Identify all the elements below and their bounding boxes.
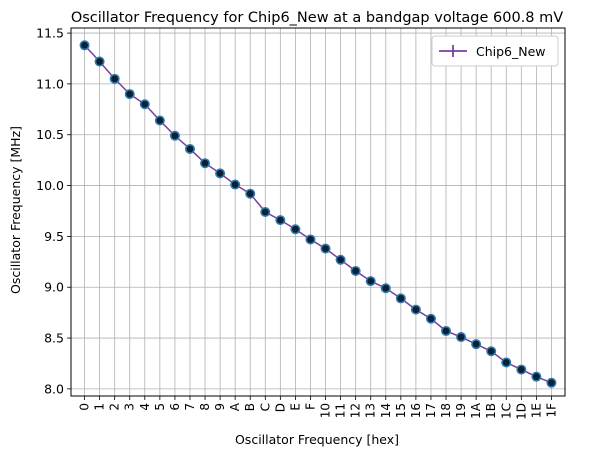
x-tick-label: C bbox=[258, 403, 272, 411]
data-point bbox=[290, 224, 301, 235]
data-point bbox=[365, 276, 376, 287]
data-point bbox=[441, 325, 452, 336]
y-tick-label: 11.5 bbox=[36, 26, 64, 41]
data-point bbox=[124, 89, 135, 100]
data-point bbox=[395, 293, 406, 304]
data-point bbox=[184, 143, 195, 154]
data-point bbox=[410, 304, 421, 315]
data-point bbox=[516, 364, 527, 375]
x-tick-label: 16 bbox=[409, 403, 423, 418]
x-tick-label: 18 bbox=[439, 403, 453, 418]
x-tick-label: D bbox=[273, 403, 287, 412]
y-axis-label: Oscillator Frequency [MHz] bbox=[8, 126, 23, 294]
x-tick-label: 1E bbox=[529, 403, 543, 418]
data-point bbox=[456, 332, 467, 343]
legend-label-chip6-new: Chip6_New bbox=[476, 44, 546, 59]
x-axis-label: Oscillator Frequency [hex] bbox=[235, 432, 399, 447]
x-tick-label: E bbox=[288, 403, 302, 411]
x-tick-label: 3 bbox=[123, 403, 137, 411]
x-tick-label: 1F bbox=[544, 403, 558, 418]
data-point bbox=[471, 339, 482, 350]
x-tick-label: 10 bbox=[319, 403, 333, 418]
data-point bbox=[380, 283, 391, 294]
x-axis-ticks: 0 1 2 3 4 5 6 7 8 9 A B C D E F 10 11 12 13 14 15 16 17 18 19 1A 1B… bbox=[78, 396, 558, 420]
data-point bbox=[94, 56, 105, 67]
data-point bbox=[531, 371, 542, 382]
y-axis-ticks: 8.0 8.5 9.0 9.5 10.0 10.5 11.0 11.5 bbox=[36, 26, 71, 396]
data-point bbox=[305, 234, 316, 245]
data-point bbox=[79, 40, 90, 51]
y-tick-label: 8.5 bbox=[44, 331, 64, 346]
data-point bbox=[275, 215, 286, 226]
x-tick-label: 19 bbox=[454, 403, 468, 418]
y-tick-label: 10.5 bbox=[36, 127, 64, 142]
x-tick-label: 14 bbox=[379, 403, 393, 418]
x-tick-label: 8 bbox=[198, 403, 212, 411]
data-point bbox=[320, 243, 331, 254]
x-tick-label: 5 bbox=[153, 403, 167, 411]
x-tick-label: 17 bbox=[424, 403, 438, 418]
x-tick-label: 0 bbox=[78, 403, 92, 411]
series-layer bbox=[79, 40, 557, 388]
x-tick-label: 4 bbox=[138, 403, 152, 411]
legend-box bbox=[431, 35, 559, 67]
x-tick-label: 12 bbox=[349, 403, 363, 418]
x-tick-label: 7 bbox=[183, 403, 197, 411]
data-point bbox=[139, 99, 150, 110]
y-tick-label: 9.0 bbox=[44, 280, 64, 295]
axes-frame bbox=[70, 27, 566, 397]
y-tick-label: 9.5 bbox=[44, 229, 64, 244]
x-tick-label: 13 bbox=[364, 403, 378, 418]
x-tick-label: B bbox=[243, 403, 257, 411]
x-tick-label: 1 bbox=[93, 403, 107, 411]
data-point bbox=[169, 130, 180, 141]
x-tick-label: 1A bbox=[469, 402, 483, 419]
y-tick-label: 10.0 bbox=[36, 178, 64, 193]
data-point bbox=[245, 188, 256, 199]
data-point bbox=[154, 115, 165, 126]
x-tick-label: 1B bbox=[484, 403, 498, 419]
x-tick-label: 11 bbox=[334, 403, 348, 418]
x-tick-label: 9 bbox=[213, 403, 227, 411]
data-point bbox=[200, 158, 211, 169]
legend: Chip6_New bbox=[431, 35, 559, 67]
data-point bbox=[230, 179, 241, 190]
x-tick-label: 1D bbox=[514, 403, 528, 420]
x-tick-label: 6 bbox=[168, 403, 182, 411]
data-point bbox=[260, 207, 271, 218]
y-tick-label: 8.0 bbox=[44, 381, 64, 396]
x-tick-label: 1C bbox=[499, 403, 513, 419]
data-point bbox=[215, 168, 226, 179]
data-point bbox=[425, 313, 436, 324]
data-point bbox=[109, 73, 120, 84]
x-tick-label: 15 bbox=[394, 403, 408, 418]
x-tick-label: A bbox=[228, 402, 242, 411]
x-tick-label: 2 bbox=[108, 403, 122, 411]
x-tick-label: F bbox=[303, 403, 317, 410]
data-point bbox=[501, 357, 512, 368]
y-tick-label: 11.0 bbox=[36, 76, 64, 91]
data-point bbox=[546, 377, 557, 388]
chart-title: Oscillator Frequency for Chip6_New at a … bbox=[71, 10, 563, 26]
data-point bbox=[486, 346, 497, 357]
data-point bbox=[335, 254, 346, 265]
data-point bbox=[350, 265, 361, 276]
